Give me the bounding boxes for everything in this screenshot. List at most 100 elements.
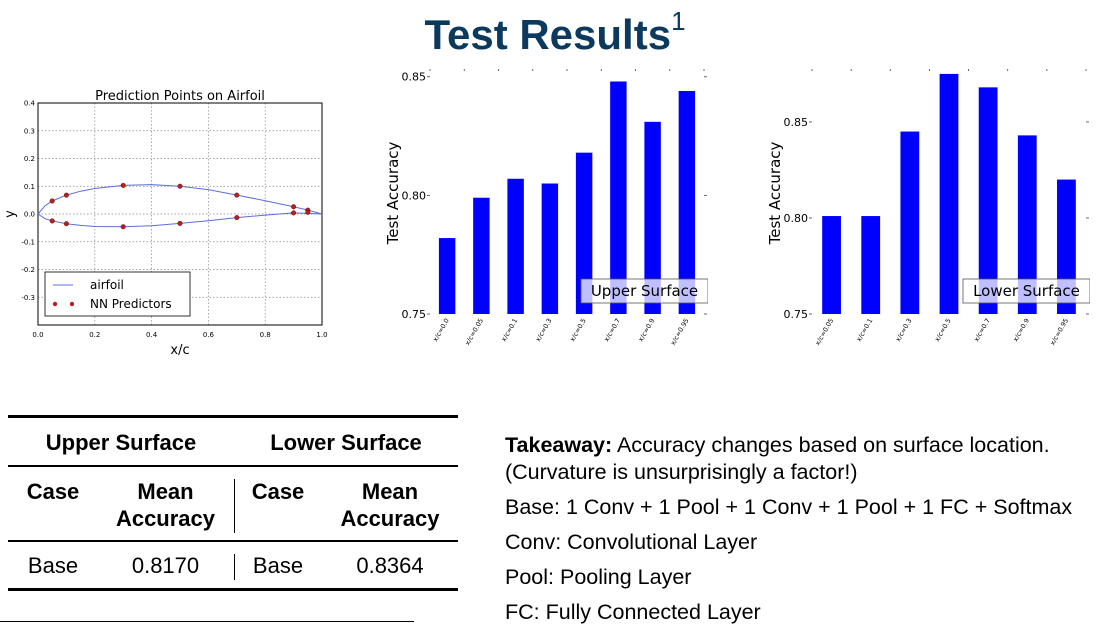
- upper-y-axis-label: Test Accuracy: [384, 141, 402, 245]
- upper-y-tick-label: 0.85: [402, 71, 427, 84]
- lower-bar: [900, 131, 920, 314]
- lower-category-label: x/c=0.9: [1011, 317, 1031, 343]
- airfoil-x-tick-label: 0.4: [146, 331, 158, 339]
- predictor-point: [120, 224, 126, 230]
- footnote-rule: [0, 621, 414, 622]
- upper-bar: [610, 81, 627, 314]
- airfoil-chart-title: Prediction Points on Airfoil: [95, 89, 265, 104]
- upper-bar: [678, 90, 696, 314]
- upper-surface-bar-chart: 0.75 0.80 0.85 x/c=0.0 x/c=0.05 x/c=0.1 x/c=0.…: [384, 69, 708, 347]
- takeaway-text: Accuracy changes based on surface locati…: [612, 433, 1050, 457]
- lower-y-tick-label: 0.85: [784, 116, 809, 129]
- notes-panel: Takeaway: Accuracy changes based on surf…: [505, 432, 1105, 634]
- note-fc: FC: Fully Connected Layer: [505, 600, 761, 624]
- row-column-divider: [234, 554, 235, 580]
- lower-category-label: x/c=0.3: [894, 317, 914, 343]
- lower-surface-bar-chart: 0.75 0.80 0.85 x/c=0.05 x/c=0.1 x/c=0.3 x/c=0.…: [766, 69, 1090, 347]
- header-column-divider: [234, 479, 235, 533]
- predictor-point: [177, 220, 183, 226]
- upper-category-label: x/c=0.7: [602, 317, 622, 343]
- upper-y-tick-label: 0.75: [402, 308, 427, 321]
- predictor-point: [291, 210, 297, 216]
- col-header-accuracy-upper: Mean Accuracy: [115, 479, 216, 531]
- predictor-point: [234, 192, 240, 198]
- airfoil-y-tick-label: -0.3: [21, 294, 35, 302]
- predictor-point: [177, 183, 183, 189]
- upper-category-label: x/c=0.95: [669, 317, 691, 347]
- table-top-rule: [8, 415, 458, 418]
- row-base-lower-case: Base: [252, 553, 304, 578]
- note-base: Base: 1 Conv + 1 Pool + 1 Conv + 1 Pool …: [505, 495, 1073, 519]
- airfoil-x-tick-label: 0.8: [260, 331, 271, 339]
- legend-airfoil-label: airfoil: [90, 278, 124, 292]
- table-mid-rule: [8, 465, 458, 467]
- airfoil-y-axis-label: y: [3, 210, 18, 218]
- col-header-case-lower: Case: [251, 479, 305, 504]
- upper-category-label: x/c=0.0: [431, 317, 451, 343]
- airfoil-x-tick-label: 0.0: [32, 331, 43, 339]
- lower-bar: [822, 216, 841, 314]
- col-header-accuracy-lower: Mean Accuracy: [340, 479, 440, 531]
- upper-y-tick-label: 0.80: [402, 189, 427, 202]
- airfoil-y-tick-label: 0.4: [24, 100, 36, 108]
- predictor-point: [63, 221, 69, 227]
- airfoil-chart: 0.0 0.2 0.4 0.6 0.8 1.0 -0.3 -0.2 -0.1 0.0 0.1 0.2 0…: [3, 89, 328, 355]
- lower-category-label: x/c=0.05: [814, 317, 836, 347]
- airfoil-y-tick-label: 0.3: [24, 127, 35, 135]
- predictor-point: [234, 215, 240, 221]
- predictor-point: [63, 192, 69, 198]
- takeaway-line: Takeaway: Accuracy changes based on surf…: [505, 432, 1105, 486]
- lower-bar: [1017, 135, 1037, 314]
- lower-bar: [939, 73, 959, 314]
- takeaway-label: Takeaway:: [505, 433, 613, 457]
- upper-bar: [507, 178, 524, 314]
- row-base-upper-accuracy: 0.8170: [131, 553, 200, 578]
- upper-bar: [575, 152, 593, 314]
- upper-bar: [541, 183, 559, 314]
- col-header-case-upper: Case: [26, 479, 80, 504]
- upper-bar: [438, 238, 456, 314]
- airfoil-legend-box: [44, 271, 191, 317]
- row-base-lower-accuracy: 0.8364: [356, 553, 424, 578]
- lower-category-label: x/c=0.95: [1048, 317, 1070, 347]
- upper-category-label: x/c=0.9: [637, 317, 657, 343]
- predictor-point: [120, 182, 126, 188]
- group-header-lower: Lower Surface: [270, 430, 422, 455]
- upper-category-label: x/c=0.3: [534, 317, 554, 343]
- lower-category-label: x/c=0.7: [972, 317, 992, 343]
- lower-bar: [861, 216, 881, 314]
- predictor-point: [49, 218, 55, 224]
- legend-predictor-swatch: [52, 301, 58, 307]
- table-bottom-rule: [8, 588, 458, 591]
- row-base-upper-case: Base: [27, 553, 79, 578]
- lower-y-axis-label: Test Accuracy: [766, 141, 784, 245]
- lower-category-label: x/c=0.1: [855, 317, 875, 343]
- airfoil-x-axis-label: x/c: [170, 343, 189, 355]
- slide-title: Test Results1: [0, 6, 1110, 59]
- upper-bar: [644, 121, 661, 314]
- upper-annotation-label: Upper Surface: [591, 282, 698, 300]
- lower-category-label: x/c=0.5: [933, 317, 953, 343]
- airfoil-y-tick-label: 0.1: [24, 183, 35, 191]
- airfoil-y-tick-label: -0.1: [21, 238, 35, 246]
- predictor-point: [291, 204, 297, 210]
- legend-predictor-label: NN Predictors: [90, 297, 172, 311]
- lower-y-tick-label: 0.75: [784, 308, 809, 321]
- upper-category-label: x/c=0.5: [568, 317, 588, 343]
- takeaway-text-2: (Curvature is unsurprisingly a factor!): [505, 460, 858, 484]
- group-header-upper: Upper Surface: [45, 430, 197, 455]
- airfoil-x-tick-label: 0.6: [203, 331, 215, 339]
- slide-title-text: Test Results: [424, 11, 672, 58]
- airfoil-y-tick-label: -0.2: [21, 266, 35, 274]
- predictor-point: [49, 198, 55, 204]
- title-footnote-marker: 1: [671, 6, 686, 36]
- table-header-rule: [8, 540, 458, 542]
- lower-bar: [978, 87, 998, 314]
- airfoil-y-tick-label: 0.0: [24, 211, 35, 219]
- note-conv: Conv: Convolutional Layer: [505, 530, 758, 554]
- predictor-point: [305, 209, 311, 215]
- upper-category-label: x/c=0.1: [500, 317, 520, 343]
- upper-annotation-box: [580, 278, 708, 304]
- airfoil-x-tick-label: 0.2: [89, 331, 100, 339]
- airfoil-x-tick-label: 1.0: [316, 331, 327, 339]
